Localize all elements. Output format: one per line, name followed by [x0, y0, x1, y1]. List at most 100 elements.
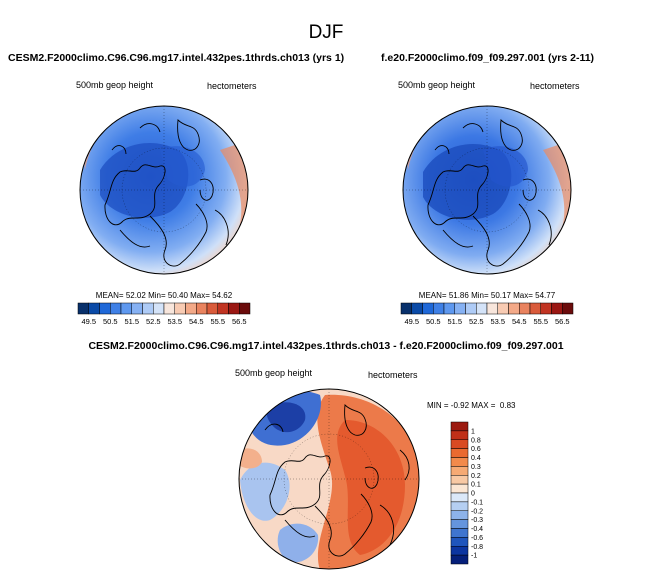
- panel-control-colorbar-swatch: [454, 302, 466, 315]
- panel-difference-colorbar-swatch: [450, 554, 469, 565]
- panel-control-colorbar-swatch: [508, 302, 520, 315]
- panel-difference-units-label: hectometers: [368, 370, 418, 380]
- panel-difference-colorbar-tick-label: 0: [471, 491, 475, 498]
- panel-control-colorbar-swatch: [562, 302, 574, 315]
- panel-control-colorbar-swatch: [465, 302, 477, 315]
- panel-model-colorbar: 49.5 50.5 51.5 52.5 53.5 54.5 55.5 56.5: [77, 302, 251, 326]
- panel-control-colorbar-tick-label: 56.5: [555, 317, 570, 326]
- panel-difference-map: [239, 389, 419, 569]
- panel-difference-variable-label: 500mb geop height: [235, 368, 313, 378]
- panel-difference-colorbar-tick-label: -0.1: [471, 499, 483, 506]
- panel-model-colorbar-tick-label: 51.5: [124, 317, 139, 326]
- panel-difference-colorbar-swatch: [450, 421, 469, 432]
- panel-difference-colorbar-swatch: [450, 510, 469, 520]
- panel-difference-colorbar-tick-label: 0.3: [471, 464, 481, 471]
- panel-control-colorbar-swatch: [433, 302, 445, 315]
- panel-model-colorbar-swatch: [120, 302, 132, 315]
- panel-control-colorbar-tick-label: 51.5: [447, 317, 462, 326]
- panel-control-map-border: [402, 105, 572, 275]
- panel-control-colorbar-swatch: [400, 302, 412, 315]
- panel-difference-colorbar-swatch: [450, 492, 469, 503]
- panel-control-colorbar-swatch: [529, 302, 541, 315]
- panel-model-colorbar-swatch: [217, 302, 229, 315]
- panel-model-variable-label: 500mb geop height: [76, 80, 154, 90]
- panel-model-colorbar-tick-label: 49.5: [81, 317, 96, 326]
- panel-control-colorbar-swatch: [519, 302, 531, 315]
- panel-control-colorbar-tick-label: 55.5: [533, 317, 548, 326]
- panel-control-colorbar-tick-label: 54.5: [512, 317, 527, 326]
- panel-difference-colorbar-tick-label: -0.6: [471, 535, 483, 542]
- panel-control-units-label: hectometers: [530, 81, 580, 91]
- panel-model-colorbar-swatch: [239, 302, 251, 315]
- panel-difference-colorbar-swatch: [450, 483, 469, 494]
- panel-model-colorbar-swatch: [196, 302, 208, 315]
- panel-model-map-border: [79, 105, 249, 275]
- panel-difference-colorbar-swatch: [450, 457, 469, 467]
- panel-difference-colorbar-swatch: [450, 546, 469, 556]
- panel-model-colorbar-swatch: [228, 302, 240, 315]
- panel-difference-colorbar-tick-label: 0.6: [471, 446, 481, 453]
- panel-difference-colorbar-tick-label: 0.8: [471, 437, 481, 444]
- panel-model-colorbar-tick-label: 55.5: [210, 317, 225, 326]
- panel-model-colorbar-swatch: [142, 302, 154, 315]
- panel-difference-colorbar-tick-label: -0.2: [471, 508, 483, 515]
- panel-control-colorbar-tick-label: 52.5: [469, 317, 484, 326]
- panel-model-colorbar-swatch: [99, 302, 111, 315]
- panel-control-cold-core-2: [483, 146, 528, 187]
- panel-difference-colorbar-swatch: [450, 519, 469, 529]
- panel-difference-colorbar-tick-label: 0.1: [471, 482, 481, 489]
- panel-difference-colorbar-swatch: [450, 466, 469, 476]
- panel-model-coastlines: [104, 119, 229, 267]
- panel-difference-graticule: [239, 389, 419, 569]
- panel-difference-colorbar-tick-label: 0.4: [471, 455, 481, 462]
- panel-difference-colorbar-tick-label: -0.4: [471, 526, 483, 533]
- panel-model-colorbar-tick-label: 53.5: [167, 317, 182, 326]
- panel-difference-negative-southwest: [240, 462, 290, 521]
- panel-model-colorbar-tick-label: 50.5: [103, 317, 118, 326]
- panel-control-colorbar-tick-label: 53.5: [490, 317, 505, 326]
- panel-control-colorbar-swatch: [411, 302, 423, 315]
- panel-model-colorbar-swatch: [185, 302, 197, 315]
- panel-control-case-label: f.e20.F2000climo.f09_f09.297.001 (yrs 2-…: [381, 52, 594, 64]
- panel-model-colorbar-swatch: [88, 302, 100, 315]
- panel-difference-colorbar-tick-label: -1: [471, 553, 477, 560]
- panel-difference-colorbar-tick-label: -0.3: [471, 517, 483, 524]
- panel-difference-colorbar-swatch: [450, 439, 469, 449]
- panel-difference-colorbar-swatch: [450, 501, 469, 511]
- panel-difference-colorbar-tick-label: 1: [471, 428, 475, 435]
- panel-control-colorbar-swatch: [443, 302, 455, 315]
- panel-difference-positive-core: [337, 420, 405, 555]
- panel-control-colorbar-tick-label: 49.5: [404, 317, 419, 326]
- panel-model-stats: MEAN= 52.02 Min= 50.40 Max= 54.62: [96, 291, 233, 300]
- figure-title: DJF: [309, 22, 344, 43]
- panel-model-case-label: CESM2.F2000climo.C96.C96.mg17.intel.432p…: [8, 52, 344, 64]
- panel-model-colorbar-tick-label: 54.5: [189, 317, 204, 326]
- panel-difference-weak-positive-west: [239, 448, 262, 469]
- panel-model-map: [80, 106, 248, 274]
- panel-difference-colorbar-swatch: [450, 430, 469, 440]
- panel-control-colorbar-swatch: [422, 302, 434, 315]
- panel-control-colorbar-tick-label: 50.5: [426, 317, 441, 326]
- panel-difference: CESM2.F2000climo.C96.C96.mg17.intel.432p…: [88, 340, 564, 570]
- panel-difference-colorbar: 1 0.8 0.6 0.4 0.3 0.2 0.1 0-0.1 -0.2 -0.3 -0.4 -0.6…: [450, 421, 483, 565]
- panel-control: f.e20.F2000climo.f09_f09.297.001 (yrs 2-…: [381, 52, 594, 326]
- panel-model-colorbar-swatch: [153, 302, 165, 315]
- panel-difference-map-border: [238, 388, 420, 570]
- panel-control-variable-label: 500mb geop height: [398, 80, 476, 90]
- panel-difference-colorbar-swatch: [450, 448, 469, 458]
- panel-difference-negative-south: [277, 523, 319, 563]
- panel-model-colorbar-swatch: [163, 302, 175, 315]
- panel-control-colorbar-swatch: [540, 302, 552, 315]
- panel-difference-colorbar-swatch: [450, 528, 469, 538]
- panel-control-coastlines: [427, 119, 552, 267]
- panel-control-colorbar-swatch: [476, 302, 488, 315]
- panel-control-colorbar-swatch: [486, 302, 498, 315]
- panel-control-colorbar-swatch: [497, 302, 509, 315]
- panel-model-cold-core-2: [160, 146, 205, 187]
- panel-control-stats: MEAN= 51.86 Min= 50.17 Max= 54.77: [419, 291, 556, 300]
- panel-model-colorbar-swatch: [174, 302, 186, 315]
- panel-difference-case-label: CESM2.F2000climo.C96.C96.mg17.intel.432p…: [88, 340, 563, 352]
- panel-model-colorbar-swatch: [131, 302, 143, 315]
- panel-model-colorbar-tick-label: 52.5: [146, 317, 161, 326]
